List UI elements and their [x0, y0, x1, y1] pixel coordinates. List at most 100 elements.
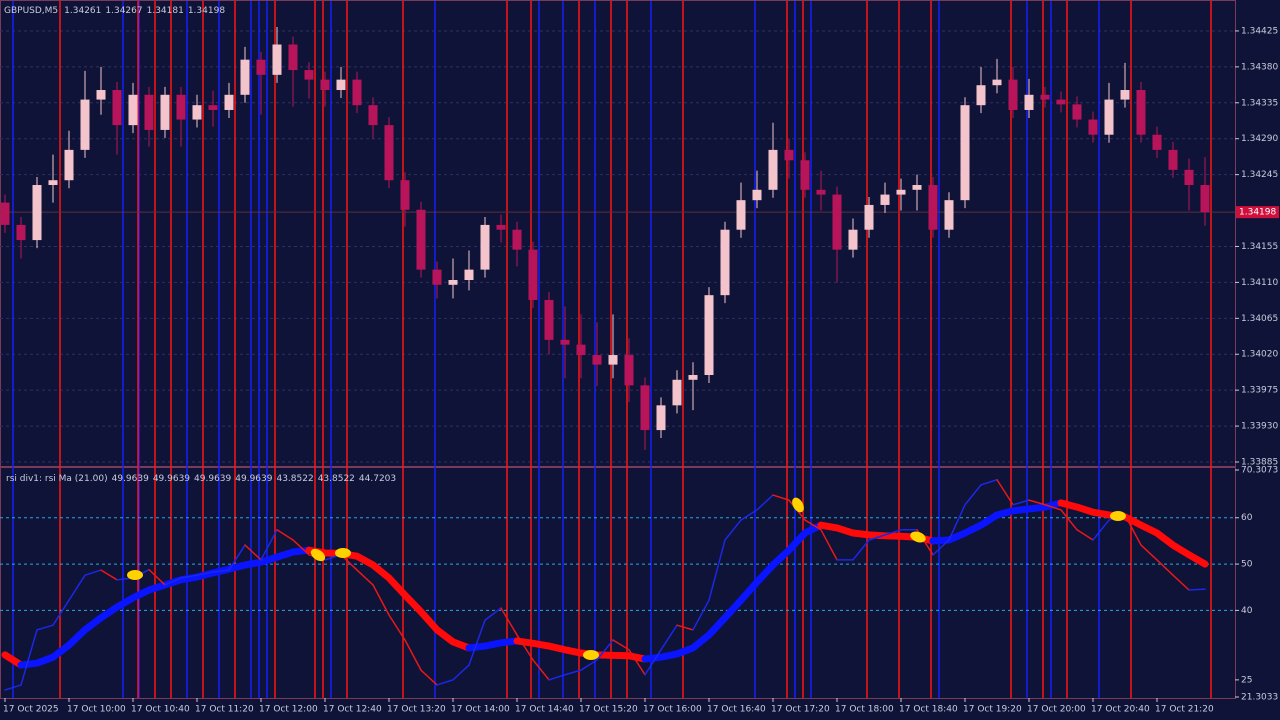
candle-body	[848, 229, 858, 250]
candle-body	[64, 149, 74, 181]
y-tick-label: 25	[1241, 675, 1252, 685]
candle-body	[128, 94, 138, 126]
x-tick-label: 17 Oct 2025	[3, 705, 59, 715]
y-tick-label: 1.34020	[1241, 350, 1278, 360]
y-tick-label: 70.3073	[1241, 466, 1278, 476]
candle-body	[640, 385, 650, 431]
candle-body	[576, 344, 586, 356]
candle-body	[32, 185, 42, 241]
symbol: GBPUSD,M5	[4, 6, 58, 16]
y-tick-label: 1.34155	[1241, 242, 1278, 252]
candle-body	[752, 189, 762, 201]
indicator-value: 49.9639	[235, 474, 272, 484]
candle-body	[512, 229, 522, 250]
rsi-line	[548, 639, 614, 681]
rsi-line	[1012, 499, 1030, 506]
candle-body	[864, 204, 874, 230]
candle-body	[944, 200, 954, 230]
rsi-line	[1188, 588, 1206, 591]
candle-body	[1136, 90, 1146, 135]
rsi-line	[1028, 499, 1094, 541]
indicator-value: 49.9639	[153, 474, 190, 484]
rsi-line	[836, 529, 918, 561]
candle-body	[960, 105, 970, 201]
candle-body	[352, 79, 362, 106]
x-tick-label: 17 Oct 19:20	[963, 705, 1022, 715]
candle-body	[1184, 169, 1194, 186]
candle-body	[768, 149, 778, 190]
candle-body	[288, 44, 298, 71]
candle-body	[208, 105, 218, 110]
rsi-line	[260, 529, 278, 561]
rsi-line	[692, 494, 774, 631]
x-tick-label: 17 Oct 16:00	[643, 705, 702, 715]
rsi-ma-line	[929, 499, 1065, 545]
y-tick-label: 1.33885	[1241, 458, 1278, 468]
candle-body	[368, 105, 378, 126]
y-tick-label: 1.33930	[1241, 422, 1278, 432]
x-tick-label: 17 Oct 12:00	[259, 705, 318, 715]
candle-body	[656, 405, 666, 431]
candle-body	[144, 94, 154, 130]
candle-body	[1056, 99, 1066, 105]
signal-marker	[310, 548, 326, 562]
candle-body	[1088, 119, 1098, 135]
x-tick-label: 17 Oct 21:20	[1155, 705, 1214, 715]
last-price-box	[1236, 206, 1279, 219]
indicator-value: 44.7203	[359, 474, 396, 484]
candle-body	[544, 299, 554, 340]
x-tick-label: 17 Oct 15:20	[579, 705, 638, 715]
rsi-line	[436, 607, 502, 686]
rsi-line	[932, 479, 998, 556]
y-tick-label: 1.34425	[1241, 26, 1278, 36]
candle-body	[240, 59, 250, 95]
last-price-label: 1.34198	[1239, 208, 1276, 218]
candle-body	[784, 149, 794, 161]
candle-body	[112, 90, 122, 126]
indicator-value: 49.9639	[112, 474, 149, 484]
candle-body	[1168, 149, 1178, 170]
x-tick-label: 17 Oct 14:00	[451, 705, 510, 715]
y-tick-label: 1.34290	[1241, 134, 1278, 144]
signal-marker	[127, 570, 143, 580]
x-tick-label: 17 Oct 12:40	[323, 705, 382, 715]
rsi-line	[100, 569, 118, 581]
candle-body	[480, 224, 490, 270]
rsi-line	[4, 569, 102, 691]
candle-body	[1152, 134, 1162, 150]
y-tick-label: 1.34380	[1241, 62, 1278, 72]
symbol-header: GBPUSD,M5 1.34261 1.34267 1.34181 1.34198	[4, 6, 225, 16]
x-tick-label: 17 Oct 13:20	[387, 705, 446, 715]
y-tick-label: 40	[1241, 606, 1253, 616]
rsi-line	[772, 494, 838, 561]
candle-body	[704, 295, 714, 375]
candle-body	[96, 90, 106, 100]
indicator-title: rsi div1: rsi Ma (21.00)	[6, 474, 108, 484]
candle-body	[384, 125, 394, 181]
signal-marker	[792, 497, 804, 513]
quote-high: 1.34267	[105, 6, 142, 16]
y-tick-label: 1.34335	[1241, 98, 1278, 108]
y-tick-label: 1.34065	[1241, 314, 1278, 324]
signal-marker	[910, 531, 926, 543]
candle-body	[448, 280, 458, 285]
rsi-line	[676, 624, 694, 631]
candle-body	[272, 44, 282, 75]
price-panel-frame	[0, 0, 1236, 467]
x-tick-label: 17 Oct 18:00	[835, 705, 894, 715]
candle-body	[1024, 94, 1034, 110]
quote-low: 1.34181	[147, 6, 184, 16]
rsi-line	[340, 554, 438, 686]
candle-body	[800, 160, 810, 190]
y-tick-label: 1.34110	[1241, 278, 1278, 288]
candle-body	[48, 180, 58, 186]
candle-body	[16, 224, 26, 241]
indicator-value: 43.8522	[318, 474, 355, 484]
candle-body	[1120, 90, 1130, 100]
candle-body	[192, 105, 202, 120]
candle-body	[176, 94, 186, 120]
candle-body	[720, 229, 730, 296]
rsi-line	[164, 544, 246, 586]
candle-body	[0, 202, 10, 225]
